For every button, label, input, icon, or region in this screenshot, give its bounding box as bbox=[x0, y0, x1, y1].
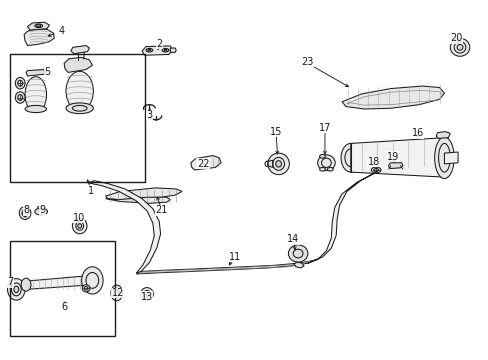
Polygon shape bbox=[26, 69, 45, 76]
Ellipse shape bbox=[434, 137, 453, 179]
Ellipse shape bbox=[449, 39, 469, 56]
Ellipse shape bbox=[66, 71, 93, 111]
Ellipse shape bbox=[162, 48, 168, 52]
Ellipse shape bbox=[319, 154, 325, 158]
Ellipse shape bbox=[275, 161, 281, 167]
Text: 14: 14 bbox=[286, 234, 299, 244]
Text: 21: 21 bbox=[155, 206, 167, 216]
Text: 22: 22 bbox=[196, 159, 209, 169]
Polygon shape bbox=[294, 262, 304, 268]
Ellipse shape bbox=[35, 24, 42, 28]
Text: 3: 3 bbox=[146, 111, 152, 121]
Ellipse shape bbox=[456, 44, 462, 50]
Ellipse shape bbox=[267, 153, 289, 175]
Text: 4: 4 bbox=[59, 26, 64, 36]
Polygon shape bbox=[24, 29, 54, 45]
Text: 20: 20 bbox=[449, 33, 462, 43]
Ellipse shape bbox=[14, 286, 19, 293]
Text: 7: 7 bbox=[7, 277, 14, 287]
Polygon shape bbox=[341, 86, 444, 109]
Ellipse shape bbox=[145, 293, 148, 296]
Polygon shape bbox=[444, 152, 457, 164]
Text: 6: 6 bbox=[61, 302, 67, 312]
Polygon shape bbox=[105, 197, 170, 203]
Ellipse shape bbox=[72, 218, 87, 234]
Text: 15: 15 bbox=[269, 127, 282, 136]
Ellipse shape bbox=[340, 143, 360, 172]
Ellipse shape bbox=[21, 278, 31, 291]
Polygon shape bbox=[142, 46, 172, 55]
Polygon shape bbox=[23, 276, 92, 289]
Text: 16: 16 bbox=[410, 129, 423, 138]
Polygon shape bbox=[307, 161, 419, 263]
Polygon shape bbox=[170, 48, 176, 52]
Text: 17: 17 bbox=[318, 123, 330, 133]
Ellipse shape bbox=[19, 207, 31, 220]
Polygon shape bbox=[136, 261, 312, 274]
Ellipse shape bbox=[15, 92, 25, 103]
Ellipse shape bbox=[141, 288, 153, 301]
Polygon shape bbox=[38, 206, 44, 209]
Ellipse shape bbox=[146, 48, 153, 52]
Ellipse shape bbox=[25, 105, 46, 113]
Ellipse shape bbox=[66, 103, 93, 114]
Polygon shape bbox=[350, 138, 444, 177]
Polygon shape bbox=[435, 132, 449, 138]
Ellipse shape bbox=[111, 285, 122, 301]
Ellipse shape bbox=[15, 77, 25, 89]
Ellipse shape bbox=[25, 77, 46, 113]
Bar bbox=[10, 241, 115, 336]
Text: 13: 13 bbox=[141, 292, 153, 302]
Ellipse shape bbox=[327, 167, 332, 171]
Text: 2: 2 bbox=[156, 39, 162, 49]
Text: 10: 10 bbox=[72, 213, 84, 222]
Text: 5: 5 bbox=[44, 67, 50, 77]
Ellipse shape bbox=[78, 224, 81, 228]
Ellipse shape bbox=[370, 167, 380, 173]
Text: 9: 9 bbox=[39, 206, 45, 216]
Polygon shape bbox=[105, 188, 182, 200]
Polygon shape bbox=[388, 163, 402, 168]
Polygon shape bbox=[71, 45, 89, 54]
Bar bbox=[10, 54, 144, 182]
Text: 18: 18 bbox=[367, 157, 379, 167]
Polygon shape bbox=[190, 156, 221, 170]
Ellipse shape bbox=[35, 208, 47, 215]
Ellipse shape bbox=[288, 245, 307, 262]
Ellipse shape bbox=[317, 155, 334, 171]
Polygon shape bbox=[27, 22, 49, 30]
Text: 19: 19 bbox=[386, 152, 399, 162]
Polygon shape bbox=[64, 57, 92, 72]
Text: 11: 11 bbox=[228, 252, 241, 262]
Ellipse shape bbox=[319, 167, 325, 171]
Text: 12: 12 bbox=[111, 288, 123, 298]
Ellipse shape bbox=[7, 279, 25, 300]
Ellipse shape bbox=[82, 285, 90, 292]
Ellipse shape bbox=[81, 267, 103, 294]
Text: 8: 8 bbox=[23, 206, 29, 216]
Polygon shape bbox=[88, 181, 160, 273]
Text: 23: 23 bbox=[301, 57, 313, 67]
Text: 1: 1 bbox=[88, 186, 94, 196]
